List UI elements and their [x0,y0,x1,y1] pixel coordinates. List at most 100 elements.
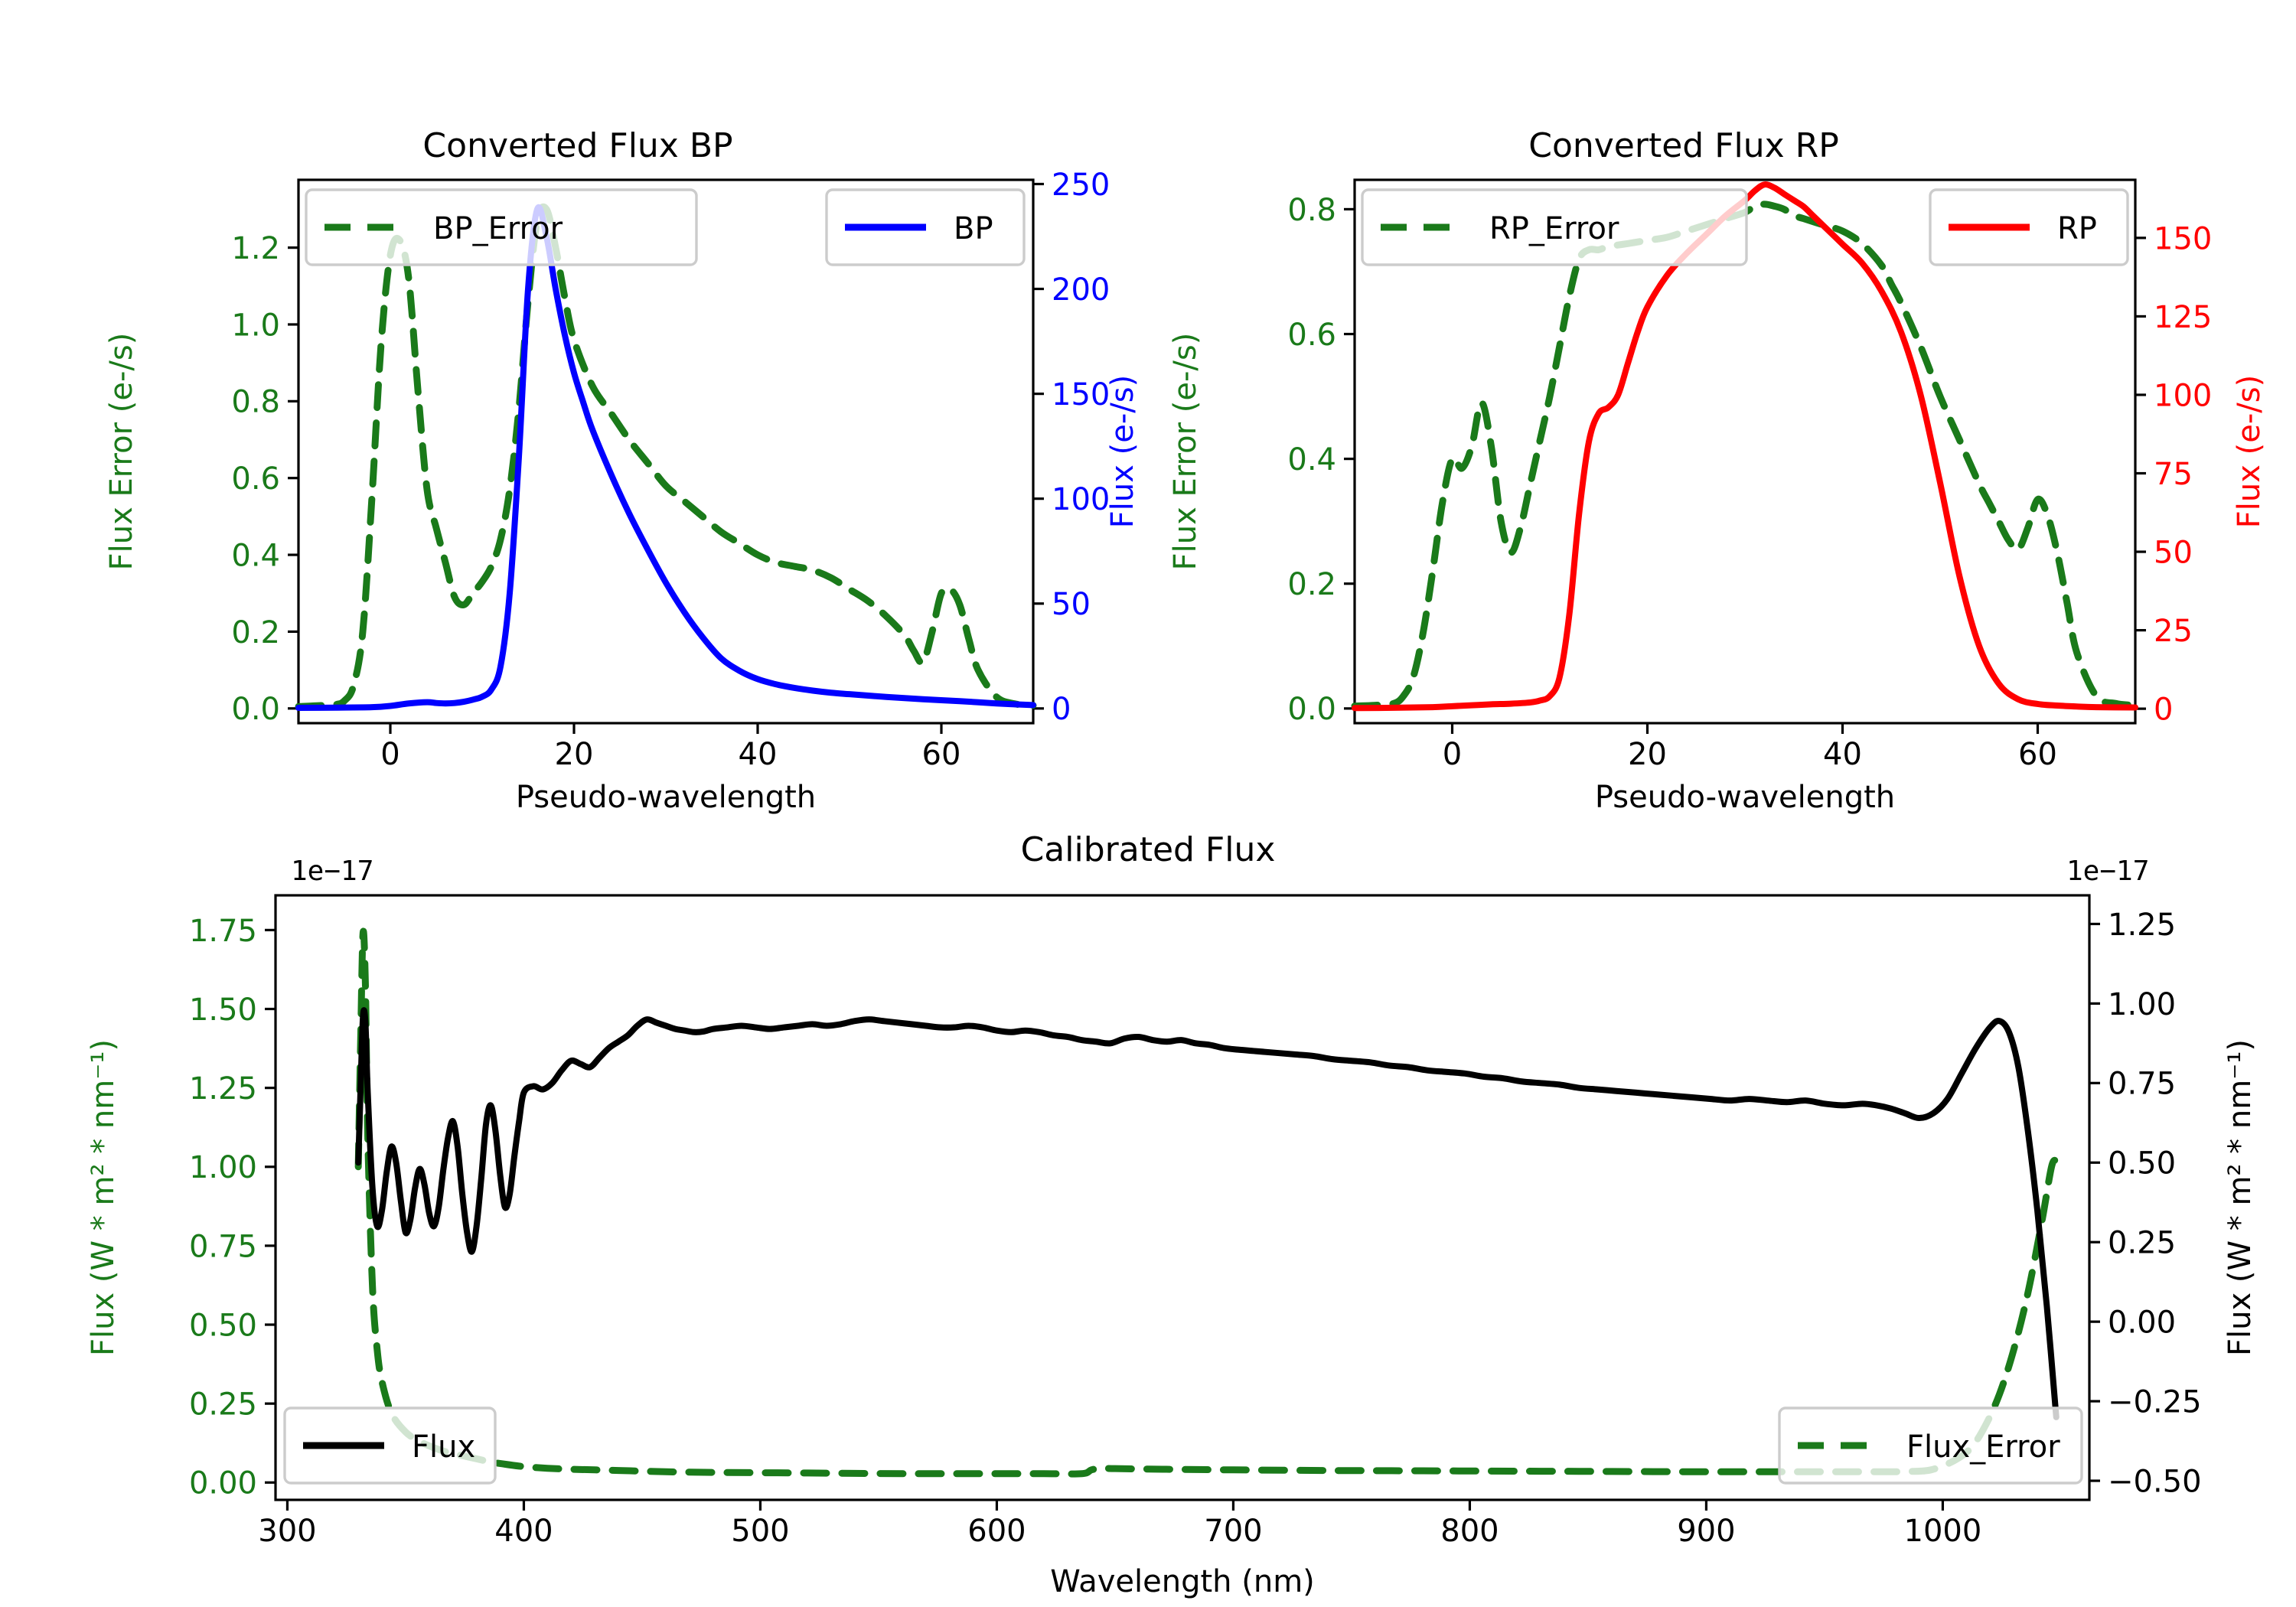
axis-tick-label: 0.4 [231,538,280,573]
data-curve-flux [355,1007,2060,1420]
data-curve-bp [295,204,1036,711]
axis-tick-label: 20 [555,737,594,772]
axis-tick-label: 0.50 [189,1308,257,1343]
axis-tick-label: 800 [1440,1514,1499,1549]
axis-tick-label: 0.00 [2108,1305,2176,1341]
axis-tick-label: 50 [2154,535,2193,570]
axis-tick-label: 0.75 [2108,1067,2176,1102]
flux-x-axis-ticks: 300 400 500 600 700 800 900 1000 [258,1500,1981,1549]
axis-tick-label: 0.50 [2108,1146,2176,1182]
rp-legend-rp[interactable]: RP [1929,188,2129,266]
axis-tick-label: −0.50 [2108,1464,2202,1499]
axis-tick-label: 1.25 [189,1071,257,1107]
data-curve-bp_error [295,203,1037,710]
axis-tick-label: 1.00 [189,1150,257,1185]
axis-tick-label: 1.2 [231,231,280,266]
rp-y2label: Flux (e-/s) [2232,375,2267,528]
bp-ylabel: Flux Error (e-/s) [104,333,139,571]
axis-tick-label: 1.00 [2108,987,2176,1022]
axis-tick-label: 60 [2018,737,2057,772]
axis-tick-label: −0.25 [2108,1385,2202,1420]
axis-tick-label: 0 [1052,692,1071,727]
axis-tick-label: 500 [731,1514,789,1549]
flux-legend-error[interactable]: Flux_Error [1778,1407,2083,1485]
flux-left-axis-ticks: 0.00 0.25 0.50 0.75 1.00 1.25 1.50 1.75 [189,914,276,1501]
bp-chart-title: Converted Flux BP [422,126,732,165]
axis-tick-label: 0 [2154,693,2173,728]
axis-tick-label: 125 [2154,300,2212,335]
rp-left-axis-ticks: 0.0 0.2 0.4 0.6 0.8 [1287,193,1355,727]
axis-tick-label: 0.8 [1287,193,1336,228]
flux-right-axis-ticks: −0.50 −0.25 0.00 0.25 0.50 0.75 1.00 1.25 [2089,908,2202,1499]
flux-data-curves [354,927,2060,1478]
axis-tick-label: 600 [967,1514,1026,1549]
flux-left-offset-exponent: 1e−17 [291,856,373,887]
axis-tick-label: 0.75 [189,1229,257,1264]
data-curve-flux_error [354,927,2060,1478]
axis-tick-label: 0.4 [1287,442,1336,478]
bp-x-axis-ticks: 0 20 40 60 [380,723,960,772]
panel-converted-flux-bp: Converted Flux BP 0.0 0.2 0.4 0.6 0.8 1.0 1.2 … [0,0,1148,819]
axis-tick-label: 0.6 [1287,318,1336,353]
axis-tick-label: 300 [258,1514,316,1549]
axis-tick-label: 20 [1628,737,1667,772]
axis-tick-label: 0.0 [1287,692,1336,727]
rp-legend-error-label: RP_Error [1489,211,1619,246]
flux-chart-title: Calibrated Flux [1021,830,1276,869]
axis-tick-label: 40 [739,737,778,772]
rp-chart-svg: Converted Flux RP 0.0 0.2 0.4 0.6 0.8 0 25 50 7… [1168,126,2267,815]
axis-tick-label: 0.25 [189,1387,257,1423]
axis-tick-label: 0 [380,737,400,772]
bp-legend-error-label: BP_Error [433,211,563,246]
rp-axes-frame [1353,178,2137,725]
axis-tick-label: 1.0 [231,308,280,343]
bp-axes-frame [297,178,1035,725]
axis-tick-label: 1.75 [189,914,257,949]
axis-tick-label: 1.25 [2108,908,2176,943]
rp-chart-title: Converted Flux RP [1528,126,1839,165]
flux-right-offset-exponent: 1e−17 [2066,856,2149,887]
bp-data-curves [295,203,1037,711]
rp-legend-rp-label: RP [2057,211,2097,246]
axis-tick-label: 150 [1052,377,1110,412]
bp-xlabel: Pseudo-wavelength [516,780,816,815]
axis-tick-label: 0.8 [231,385,280,420]
bp-right-axis-ticks: 0 50 100 150 200 250 [1033,168,1110,727]
rp-legend-error[interactable]: RP_Error [1361,188,1748,266]
axis-tick-label: 900 [1677,1514,1735,1549]
flux-chart-svg: Calibrated Flux 1e−17 1e−17 0.00 0.25 0.50… [86,830,2258,1599]
rp-right-axis-ticks: 0 25 50 75 100 125 150 [2135,221,2212,728]
bp-chart-svg: Converted Flux BP 0.00.20.40.60.81.01.2 … [104,126,1140,815]
axis-tick-label: 25 [2154,614,2193,649]
axis-tick-label: 250 [1052,168,1110,203]
axis-tick-label: 0.2 [1287,567,1336,602]
flux-xlabel: Wavelength (nm) [1050,1564,1315,1599]
bp-legend-bp[interactable]: BP [825,188,1026,266]
axis-tick-label: 0.6 [231,461,280,497]
rp-xlabel: Pseudo-wavelength [1595,780,1895,815]
axis-tick-label: 700 [1204,1514,1262,1549]
axis-tick-label: 0.0 [231,692,280,727]
bp-legend-error[interactable]: BP_Error [305,188,698,266]
bp-legend-bp-label: BP [954,211,993,246]
panel-converted-flux-rp: Converted Flux RP 0.0 0.2 0.4 0.6 0.8 0 25 50 7… [1148,0,2296,819]
axis-tick-label: 100 [1052,482,1110,517]
axis-tick-label: 400 [494,1514,553,1549]
flux-legend-error-label: Flux_Error [1906,1429,2060,1465]
flux-y2label: Flux (W * m² * nm⁻¹) [2223,1039,2258,1356]
axis-tick-label: 100 [2154,378,2212,413]
flux-ylabel: Flux (W * m² * nm⁻¹) [86,1039,121,1356]
axis-tick-label: 50 [1052,587,1091,622]
rp-x-axis-ticks: 0 20 40 60 [1443,723,2057,772]
bp-y2label: Flux (e-/s) [1105,375,1140,528]
flux-legend-flux-label: Flux [412,1429,475,1465]
axis-tick-label: 1000 [1904,1514,1982,1549]
axis-tick-label: 200 [1052,272,1110,308]
panel-calibrated-flux: Calibrated Flux 1e−17 1e−17 0.00 0.25 0.50… [0,819,2296,1607]
flux-legend-flux[interactable]: Flux [283,1407,497,1485]
data-curve-rp_error [1351,200,2139,710]
axis-tick-label: 75 [2154,457,2193,492]
bp-left-axis-ticks: 0.0 0.2 0.4 0.6 0.8 1.0 1.2 [231,231,298,727]
rp-ylabel: Flux Error (e-/s) [1168,333,1203,571]
